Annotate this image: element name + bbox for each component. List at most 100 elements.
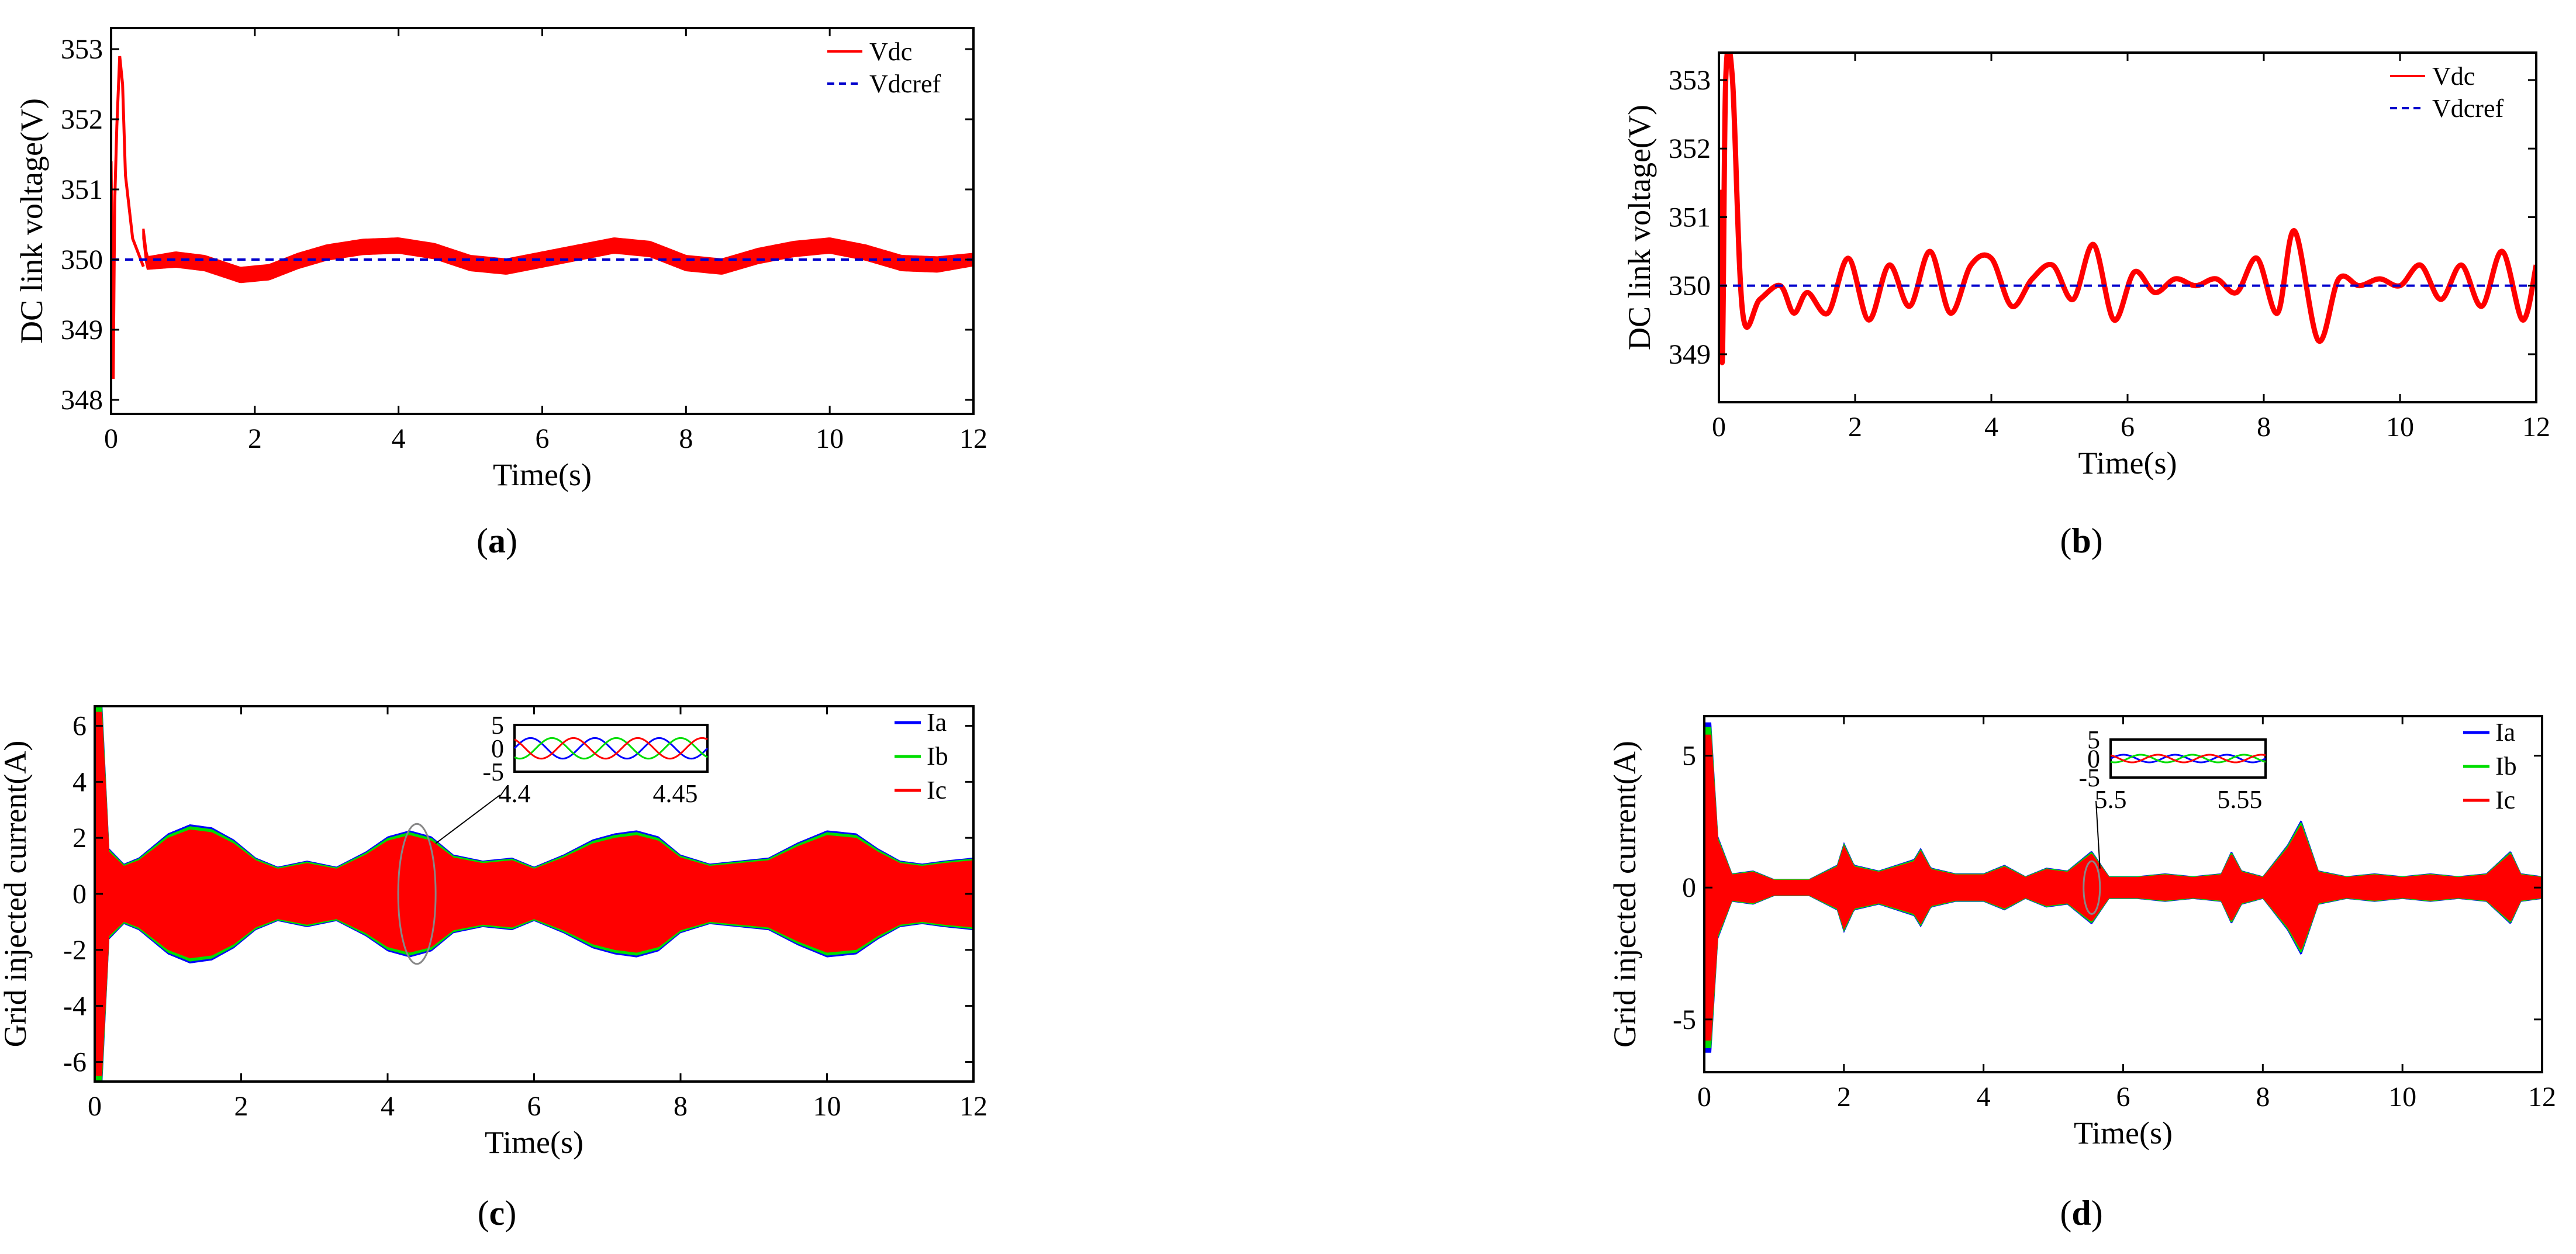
legend-label-vdc: Vdc (869, 37, 912, 66)
zoom-ellipse (397, 823, 437, 965)
caption-close: ) (2091, 1194, 2103, 1232)
x-tick-label: 2 (234, 1091, 248, 1122)
legend-label-vdcref: Vdcref (869, 70, 941, 98)
x-tick-label: 4 (392, 423, 406, 454)
x-tick-label: 0 (104, 423, 118, 454)
series-ic-fill (95, 711, 973, 1076)
series-ic-fill (1704, 734, 2542, 1041)
legend-label-ib: Ib (927, 742, 948, 771)
x-tick-label: 8 (679, 423, 693, 454)
zoom-arrow (435, 794, 500, 844)
x-axis-label: Time(s) (2078, 445, 2177, 481)
y-tick-label: 352 (61, 104, 103, 135)
plot-area (1704, 722, 2542, 1053)
x-tick-label: 6 (2116, 1082, 2130, 1113)
y-tick-label: 353 (1669, 65, 1711, 96)
legend-label-ia: Ia (927, 708, 947, 737)
legend-label-ia: Ia (2495, 718, 2515, 747)
x-tick-label: 0 (1697, 1082, 1711, 1113)
axes-frame (1718, 51, 2537, 403)
x-tick-label: 4 (1984, 412, 1998, 443)
caption-letter: a (488, 521, 506, 560)
x-tick-label: 2 (248, 423, 262, 454)
y-tick-label: 0 (72, 879, 87, 910)
inset-wave-ia (2110, 754, 2266, 764)
caption-open: ( (476, 521, 488, 560)
inset-wave-ic (2110, 754, 2266, 764)
panel-caption: (d) (2060, 1194, 2102, 1232)
x-tick-label: 12 (2522, 412, 2550, 443)
inset-plot: 50-54.4 4.45 (482, 711, 709, 808)
series-vdc-transient (111, 56, 145, 379)
plot-area (1719, 53, 2536, 365)
inset-y-tick-label: 0 (2087, 745, 2100, 773)
inset-wave-ia (513, 737, 709, 760)
caption-open: ( (478, 1194, 489, 1232)
inset-x-tick-label: 5.5 (2095, 785, 2127, 814)
x-tick-label: 2 (1848, 412, 1862, 443)
inset-x-tick-label: 4.45 (653, 779, 698, 808)
x-tick-label: 12 (2528, 1082, 2556, 1113)
y-axis-label: DC link voltage(V) (1622, 105, 1657, 350)
panel-b: Vdc Vdcref 0 2 4 6 8 10 12 349 350 351 352 353 Time(s)… (1622, 51, 2550, 560)
inset-x-tick-label: 4.4 (499, 779, 531, 808)
y-tick-label: 5 (1682, 741, 1696, 772)
inset-y-tick-label: -5 (2078, 764, 2100, 792)
y-tick-label: -5 (1673, 1004, 1696, 1035)
y-axis-label: DC link voltage(V) (14, 98, 49, 344)
caption-letter: c (489, 1194, 505, 1232)
y-axis-label: Grid injected current(A) (0, 741, 33, 1048)
x-tick-label: 8 (2256, 1082, 2270, 1113)
y-tick-label: 351 (61, 174, 103, 205)
y-tick-label: 350 (61, 244, 103, 275)
panel-caption: (a) (476, 521, 517, 560)
x-tick-label: 2 (1837, 1082, 1851, 1113)
x-tick-label: 8 (674, 1091, 688, 1122)
y-tick-label: 0 (1682, 872, 1696, 903)
plot-area (95, 706, 973, 1082)
y-tick-label: 353 (61, 34, 103, 65)
x-tick-label: 4 (1977, 1082, 1991, 1113)
x-axis-label: Time(s) (485, 1125, 583, 1160)
legend-label-ic: Ic (2495, 786, 2515, 814)
y-axis-label: Grid injected current(A) (1607, 741, 1642, 1048)
series-vdc-line (1719, 53, 2536, 365)
inset-plot: 50-55.5 5.55 (2078, 726, 2267, 814)
y-tick-label: -4 (63, 991, 87, 1022)
legend-label-vdcref: Vdcref (2432, 94, 2504, 123)
y-tick-label: 351 (1669, 202, 1711, 233)
y-tick-label: 348 (61, 385, 103, 416)
inset-y-tick-label: 0 (491, 734, 504, 763)
caption-close: ) (505, 1194, 516, 1232)
caption-close: ) (506, 521, 517, 560)
caption-letter: b (2071, 521, 2091, 560)
y-tick-label: 352 (1669, 133, 1711, 164)
series-vdc-band (142, 228, 973, 284)
legend-label-vdc: Vdc (2432, 62, 2475, 91)
x-tick-label: 4 (381, 1091, 395, 1122)
zoom-ellipse (2083, 860, 2101, 915)
inset-y-tick-label: 5 (491, 711, 504, 740)
inset-wave-ic (514, 737, 708, 760)
x-tick-label: 6 (527, 1091, 541, 1122)
caption-open: ( (2060, 521, 2071, 560)
x-tick-label: 10 (2386, 412, 2414, 443)
panel-a: Vdc Vdcref 0 2 4 6 8 10 12 348 349 350 351 352 353 Time… (14, 27, 987, 560)
x-tick-label: 10 (2388, 1082, 2416, 1113)
x-axis-label: Time(s) (493, 457, 592, 492)
caption-letter: d (2071, 1194, 2091, 1232)
panel-caption: (b) (2060, 521, 2102, 560)
caption-open: ( (2060, 1194, 2071, 1232)
x-tick-label: 0 (1712, 412, 1726, 443)
y-tick-label: 350 (1669, 271, 1711, 302)
caption-close: ) (2091, 521, 2103, 560)
inset-wave-ib (2110, 754, 2266, 764)
x-tick-label: 10 (813, 1091, 841, 1122)
zoom-arrow (2095, 800, 2101, 869)
inset-wave-ib (514, 737, 708, 760)
y-tick-label: 4 (72, 766, 87, 797)
x-tick-label: 12 (959, 1091, 987, 1122)
